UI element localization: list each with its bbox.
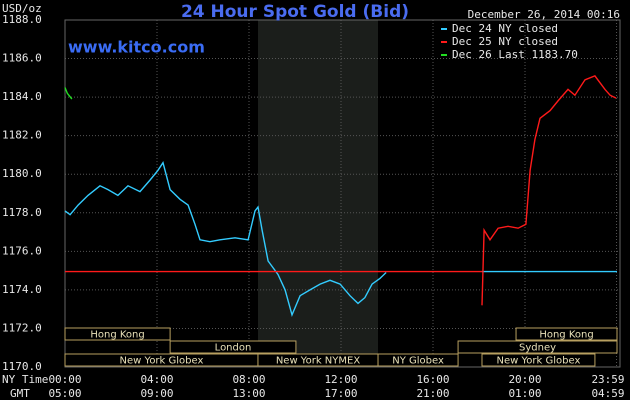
session-bar [481,353,596,367]
price-line [64,161,617,318]
x-tick-label: 12:00 [324,373,357,386]
shaded-region [257,20,379,367]
timestamp: December 26, 2014 00:16 [468,8,620,21]
x-tick-label: 08:00 [232,373,265,386]
y-tick-label: 1176.0 [2,244,42,257]
y-tick-label: 1180.0 [2,167,42,180]
legend-label: Dec 26 Last 1183.70 [452,48,578,61]
y-tick-label: 1178.0 [2,206,42,219]
legend-label: Dec 24 NY closed [452,22,558,35]
session-label: Sydney [519,343,556,354]
session-bar [457,340,618,354]
session-label: Hong Kong [90,330,144,341]
y-tick-label: 1182.0 [2,129,42,142]
chart-title: 24 Hour Spot Gold (Bid) [181,2,409,22]
session-label: New York Globex [497,356,581,367]
session-bar [64,327,171,341]
y-tick-label: 1170.0 [2,360,42,373]
y-tick-label: 1172.0 [2,321,42,334]
y-tick-label: 1186.0 [2,52,42,65]
plot-layer [64,19,621,368]
x-row-label: NY Time [2,373,48,386]
price-line [65,75,617,306]
x-tick-label: 16:00 [416,373,449,386]
legend-label: Dec 25 NY closed [452,35,558,48]
y-tick-label: 1188.0 [2,13,42,26]
watermark: www.kitco.com [68,38,205,57]
plot-frame [64,19,621,368]
session-label: London [215,343,252,354]
session-label: New York Globex [120,356,204,367]
session-label: New York NYMEX [276,356,361,367]
session-label: NY Globex [392,356,444,367]
x-tick-label: 20:00 [508,373,541,386]
gmt-tick-label: 05:00 [48,387,81,400]
gmt-tick-label: 21:00 [416,387,449,400]
session-bar [169,340,297,354]
session-label: Hong Kong [539,330,593,341]
session-bar [377,353,459,367]
x-tick-label: 23:59 [591,373,624,386]
x-tick-label: 00:00 [48,373,81,386]
y-axis-label: USD/oz [2,2,42,15]
gmt-tick-label: 01:00 [508,387,541,400]
gmt-tick-label: 09:00 [140,387,173,400]
x-row-label: GMT [10,387,30,400]
gmt-tick-label: 13:00 [232,387,265,400]
x-tick-label: 04:00 [140,373,173,386]
gmt-tick-label: 17:00 [324,387,357,400]
y-tick-label: 1174.0 [2,283,42,296]
gmt-tick-label: 04:59 [591,387,624,400]
session-bar [515,327,618,341]
y-tick-label: 1184.0 [2,90,42,103]
price-line [64,87,73,100]
